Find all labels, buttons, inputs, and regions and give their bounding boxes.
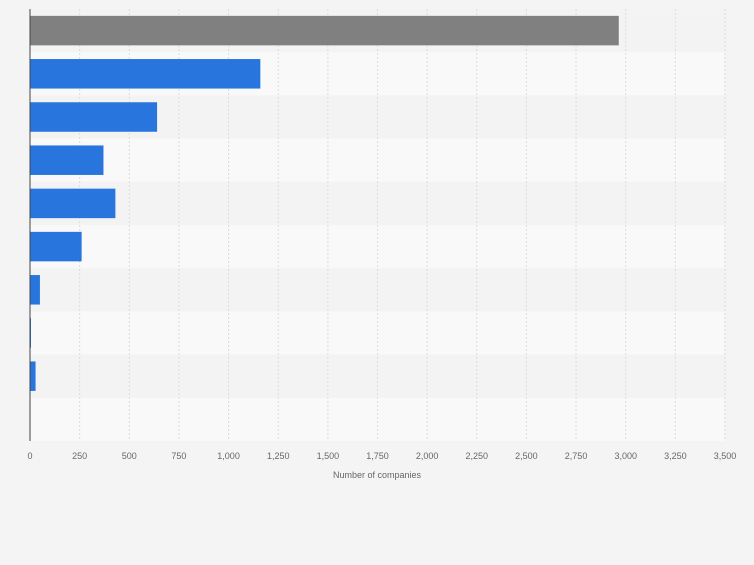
x-tick-label: 1,500 [317,451,340,461]
bar[interactable] [30,102,158,132]
x-tick-label: 500 [122,451,137,461]
x-tick-label: 2,750 [565,451,588,461]
bar[interactable] [30,275,40,305]
bar[interactable] [30,361,36,391]
x-tick-label: 1,000 [217,451,240,461]
x-tick-label: 3,000 [614,451,637,461]
bar[interactable] [30,145,104,175]
x-axis-label: Number of companies [333,470,422,480]
bar[interactable] [30,188,116,219]
x-tick-label: 3,500 [714,451,737,461]
bar[interactable] [30,231,82,262]
x-tick-labels: 0 250 500 750 1,000 1,250 1,500 1,750 2,000 2,250… [27,451,736,461]
x-tick-label: 2,250 [466,451,489,461]
x-tick-label: 2,500 [515,451,538,461]
x-tick-label: 250 [72,451,87,461]
bar[interactable] [30,15,619,46]
x-tick-label: 2,000 [416,451,439,461]
bar[interactable] [30,59,261,89]
bars [30,15,619,391]
x-tick-label: 1,250 [267,451,290,461]
x-tick-label: 1,750 [366,451,389,461]
x-tick-label: 3,250 [664,451,687,461]
x-tick-label: 750 [171,451,186,461]
x-tick-label: 0 [27,451,32,461]
